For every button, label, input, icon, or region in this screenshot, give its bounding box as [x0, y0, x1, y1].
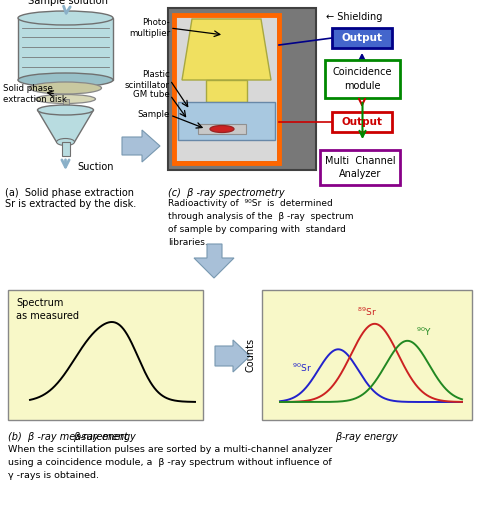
Text: Output: Output: [341, 33, 383, 43]
Ellipse shape: [57, 138, 74, 146]
Text: Sample: Sample: [138, 110, 170, 119]
Text: $^{90}$Y: $^{90}$Y: [416, 326, 432, 338]
Ellipse shape: [37, 105, 94, 115]
Bar: [198, 124, 246, 134]
Ellipse shape: [36, 95, 96, 103]
Ellipse shape: [210, 125, 234, 133]
Bar: [325, 60, 400, 98]
Text: $^{89}$Sr: $^{89}$Sr: [357, 306, 377, 318]
Text: (a)  Solid phase extraction: (a) Solid phase extraction: [5, 188, 134, 198]
Text: Solid phase
extraction disk: Solid phase extraction disk: [3, 84, 67, 105]
Text: ← Shielding: ← Shielding: [326, 12, 383, 22]
Text: (b)  β -ray measurement: (b) β -ray measurement: [8, 432, 128, 442]
Bar: [176, 17, 277, 161]
Bar: [18, 18, 113, 80]
Text: Sample solution: Sample solution: [27, 0, 108, 14]
Text: Multi  Channel
Analyzer: Multi Channel Analyzer: [324, 156, 396, 179]
Text: Suction: Suction: [77, 162, 114, 172]
Bar: [174, 15, 279, 163]
Bar: [8, 290, 203, 420]
Polygon shape: [37, 110, 94, 142]
Bar: [320, 150, 400, 185]
Text: $\beta$-ray energy: $\beta$-ray energy: [73, 430, 138, 444]
Text: Output: Output: [341, 117, 383, 127]
Polygon shape: [122, 130, 160, 162]
Text: When the scintillation pulses are sorted by a multi-channel analyzer
using a coi: When the scintillation pulses are sorted…: [8, 445, 332, 479]
Ellipse shape: [29, 82, 101, 94]
Bar: [62, 99, 69, 107]
Text: Sr is extracted by the disk.: Sr is extracted by the disk.: [5, 199, 136, 209]
Text: Spectrum
as measured: Spectrum as measured: [16, 298, 79, 321]
Polygon shape: [194, 244, 234, 278]
Text: GM tube: GM tube: [133, 90, 170, 99]
Bar: [61, 142, 70, 156]
Bar: [178, 102, 275, 140]
Bar: [168, 8, 316, 170]
Text: Counts: Counts: [245, 338, 255, 372]
Text: Radioactivity of  ⁹⁰Sr  is  determined
through analysis of the  β -ray  spectrum: Radioactivity of ⁹⁰Sr is determined thro…: [168, 199, 353, 246]
Text: Counts: Counts: [0, 338, 1, 372]
Polygon shape: [215, 340, 250, 372]
Text: Plastic
scintillator: Plastic scintillator: [125, 70, 170, 90]
Text: Photo-
multiplier: Photo- multiplier: [129, 18, 170, 38]
Text: $^{90}$Sr: $^{90}$Sr: [292, 362, 312, 374]
Ellipse shape: [18, 73, 113, 87]
Bar: [332, 28, 392, 48]
Bar: [332, 112, 392, 132]
Ellipse shape: [18, 11, 113, 25]
Text: $\beta$-ray energy: $\beta$-ray energy: [335, 430, 399, 444]
Bar: [206, 80, 247, 102]
Polygon shape: [182, 19, 271, 80]
Bar: [262, 290, 472, 420]
Text: (c)  β -ray spectrometry: (c) β -ray spectrometry: [168, 188, 285, 198]
Text: Coincidence
module: Coincidence module: [333, 68, 392, 90]
